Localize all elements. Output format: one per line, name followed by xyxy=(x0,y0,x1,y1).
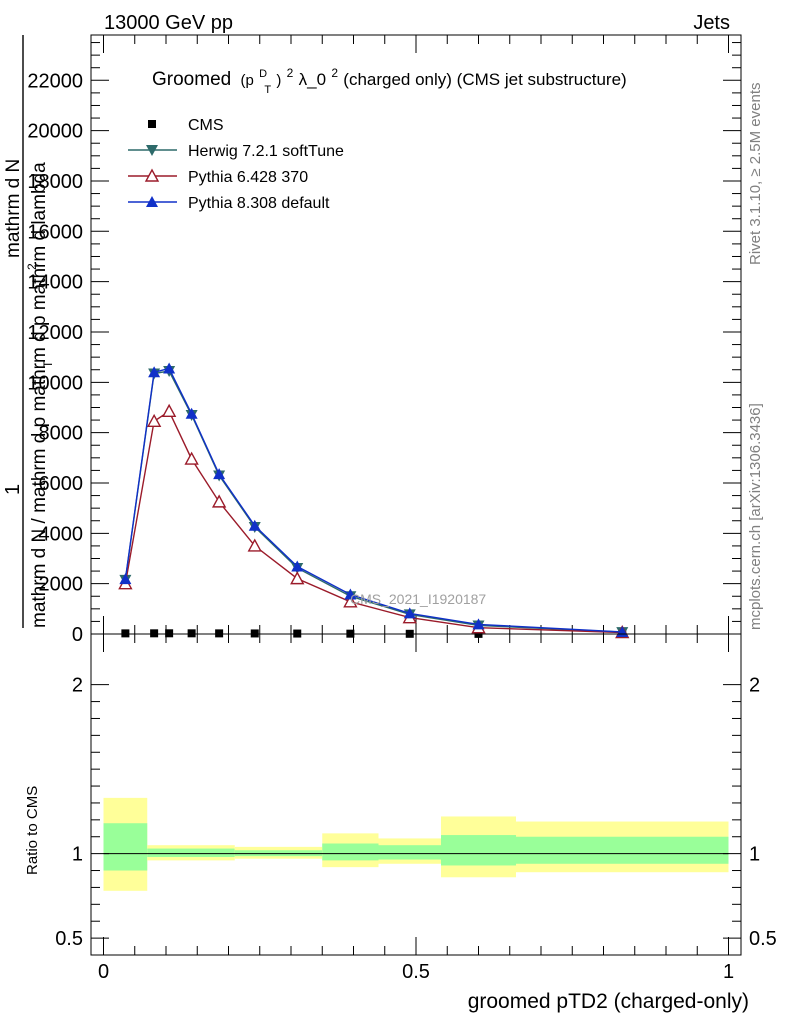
ylabel-sub-t: T xyxy=(41,360,55,368)
legend-entry-herwig: Herwig 7.2.1 softTune xyxy=(128,143,344,160)
legend-label: CMS xyxy=(188,117,224,134)
ratio-frame xyxy=(90,633,742,956)
herwig-marker xyxy=(146,145,158,156)
title-sub-t: T xyxy=(264,84,271,96)
title-sup-2: 2 xyxy=(287,66,294,80)
pythia8-marker xyxy=(248,519,261,531)
legend-label: Herwig 7.2.1 softTune xyxy=(188,143,344,160)
ratio-ylabel: Ratio to CMS xyxy=(24,786,41,875)
pythia6-marker xyxy=(343,594,358,608)
ratio-y-tick-label: 1 xyxy=(72,844,83,866)
y-tick-label: 6000 xyxy=(39,473,84,495)
watermark: CMS_2021_I1920187 xyxy=(350,591,486,607)
legend-label: Pythia 8.308 default xyxy=(188,195,330,212)
cms-marker xyxy=(150,629,159,638)
ratio-y-tick-label: 2 xyxy=(72,675,83,697)
title-prefix: Groomed xyxy=(152,69,231,90)
pythia6-marker xyxy=(247,538,262,552)
band-inner xyxy=(322,843,379,861)
band-inner xyxy=(147,848,235,858)
y-tick-label: 0 xyxy=(72,624,83,646)
ylabel-numerator: mathrm d N xyxy=(3,159,24,258)
pythia8-marker xyxy=(291,560,304,572)
y-tick-label: 8000 xyxy=(39,423,84,445)
ylabel-one: 1 xyxy=(2,484,24,495)
pythia8-marker xyxy=(148,366,161,378)
pythia8-marker xyxy=(119,573,132,585)
band-inner xyxy=(441,835,516,866)
y-tick-label: 18000 xyxy=(27,171,83,193)
cms-marker xyxy=(121,629,130,638)
main-panel: 0 2000 4000 6000 8000 10000 12000 14000 16000 180… xyxy=(2,34,742,646)
y-tick-label: 4000 xyxy=(39,523,84,545)
pythia8-marker xyxy=(472,618,485,630)
pythia8-marker xyxy=(185,407,198,419)
band-inner xyxy=(378,845,441,860)
band-inner xyxy=(516,836,729,864)
cms-marker xyxy=(165,629,174,638)
ratio-bands xyxy=(103,797,729,891)
band-inner xyxy=(103,823,148,871)
legend: CMS Herwig 7.2.1 softTune Pythia 6.428 370… xyxy=(128,117,344,212)
ratio-ticks: 0.5 0.5 1 1 2 2 0 0.5 1 xyxy=(55,634,777,983)
header-energy: 13000 GeV pp xyxy=(104,12,233,34)
y-tick-label: 20000 xyxy=(27,121,83,143)
pythia8-marker xyxy=(213,468,226,480)
y-tick-label: 22000 xyxy=(27,70,83,92)
ratio-y-tick-label: 0.5 xyxy=(55,928,83,950)
title-sym-close: ) xyxy=(276,72,281,89)
cms-marker xyxy=(215,629,224,638)
x-tick-label: 1 xyxy=(723,961,734,983)
title-sym-p: (p xyxy=(240,72,253,89)
title-rest: (charged only) (CMS jet substructure) xyxy=(343,70,626,89)
mcplots-label: mcplots.cern.ch [arXiv:1306.3436] xyxy=(747,403,764,630)
legend-entry-pythia8: Pythia 8.308 default xyxy=(128,195,330,212)
x-tick-label: 0.5 xyxy=(402,961,430,983)
pythia6-marker xyxy=(290,571,305,585)
cms-marker xyxy=(148,120,156,128)
rivet-label: Rivet 3.1.10, ≥ 2.5M events xyxy=(747,83,764,266)
title-sup-2b: 2 xyxy=(331,66,338,80)
y-tick-label: 16000 xyxy=(27,221,83,243)
pythia6-marker xyxy=(211,494,227,508)
title-sup-d: D xyxy=(259,68,267,80)
title-lambda: λ_0 xyxy=(299,70,326,89)
ylabel-main: mathrm d N / mathrm d p mathrm d p mathr… xyxy=(29,162,50,628)
ylabel-sup-2: 2 xyxy=(25,263,39,270)
chart-title: Groomed (p D T ) 2 λ_0 2 (charged only) … xyxy=(152,61,627,98)
y-tick-label: 12000 xyxy=(27,322,83,344)
ratio-y-tick-label-right: 2 xyxy=(749,675,760,697)
cms-marker xyxy=(250,629,259,638)
x-tick-label: 0 xyxy=(98,961,109,983)
y-tick-label: 10000 xyxy=(27,372,83,394)
main-ticks: 0 2000 4000 6000 8000 10000 12000 14000 16000 180… xyxy=(27,35,741,646)
pythia6-marker xyxy=(161,403,177,417)
pythia8-marker xyxy=(403,607,416,619)
legend-label: Pythia 6.428 370 xyxy=(188,169,308,186)
header-process: Jets xyxy=(693,12,730,34)
pythia8-marker xyxy=(344,588,357,600)
ratio-y-tick-label-right: 1 xyxy=(749,844,760,866)
pythia8-marker xyxy=(163,362,176,374)
legend-entry-cms: CMS xyxy=(148,117,224,134)
y-tick-label: 14000 xyxy=(27,272,83,294)
legend-entry-pythia6: Pythia 6.428 370 xyxy=(128,168,308,186)
ratio-panel: 0.5 0.5 1 1 2 2 0 0.5 1 Ratio to CMS groomed pTD… xyxy=(24,633,777,1013)
y-tick-label: 2000 xyxy=(39,574,84,596)
ratio-y-tick-label-right: 0.5 xyxy=(749,928,777,950)
pythia6-marker xyxy=(146,413,162,428)
pythia6-marker xyxy=(184,451,199,465)
pythia6-marker xyxy=(144,168,160,182)
series-pythia6 xyxy=(118,403,630,639)
cms-marker xyxy=(187,629,196,638)
xlabel: groomed pTD2 (charged-only) xyxy=(468,990,749,1013)
pythia8-marker xyxy=(146,196,158,207)
